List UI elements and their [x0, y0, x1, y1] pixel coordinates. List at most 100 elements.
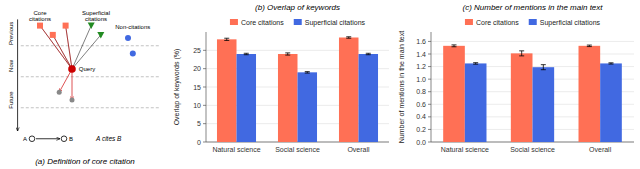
group-label: Core — [33, 10, 47, 16]
plot-area — [443, 45, 622, 142]
error-cap — [366, 54, 371, 55]
y-axis — [431, 32, 432, 142]
group-label: citations — [29, 16, 51, 22]
error-bar — [366, 53, 371, 54]
legend-node — [61, 136, 67, 142]
tick-label: 25 — [193, 47, 201, 54]
error-cap — [608, 62, 613, 63]
error-cap — [285, 55, 290, 56]
legend-arrow — [36, 138, 60, 139]
error-cap — [541, 69, 546, 70]
bar — [443, 46, 465, 142]
future-node — [70, 98, 75, 103]
superficial-node — [88, 23, 95, 30]
tick-mark — [428, 116, 431, 117]
citation-arrow — [72, 35, 101, 69]
legend: Core citationsSuperficial citations — [465, 19, 601, 27]
node-label: A — [23, 136, 27, 142]
bar — [278, 54, 298, 142]
bar-chart: (b) Overlap of keywords0510152025Natural… — [173, 3, 390, 153]
group-label: Superficial — [82, 10, 110, 16]
y-axis-label: Overlap of keywords (%) — [173, 49, 181, 126]
error-bar — [224, 38, 229, 40]
legend-label: Superficial citations — [305, 19, 366, 27]
tick-mark — [203, 142, 206, 143]
tick-mark — [428, 129, 431, 130]
y-axis — [206, 32, 207, 142]
error-cap — [346, 36, 351, 37]
error-cap — [244, 53, 249, 54]
error-cap — [473, 64, 478, 65]
legend-caption: A cites B — [95, 135, 122, 142]
tick-label: 5 — [197, 120, 201, 127]
bar — [465, 63, 487, 142]
period-line — [21, 76, 160, 77]
core-node — [63, 23, 69, 29]
tick-label: 1.2 — [416, 63, 426, 70]
node-label: B — [69, 136, 73, 142]
noncitation-node — [125, 35, 131, 41]
time-label: Previous — [8, 22, 14, 45]
query-label: Query — [79, 66, 95, 72]
legend-label: Core citations — [476, 19, 519, 26]
core-node — [37, 23, 43, 29]
citation-arrow — [66, 26, 72, 69]
error-bar — [541, 65, 546, 70]
legend-swatch — [294, 19, 302, 25]
bar — [298, 72, 318, 142]
bar — [237, 54, 257, 142]
error-cap — [244, 54, 249, 55]
error-cap — [587, 46, 592, 47]
tick-mark — [203, 50, 206, 51]
category-label: Overall — [589, 146, 612, 153]
diagram: PreviousNowFutureQueryCorecitationsSuper… — [8, 10, 160, 166]
category-label: Overall — [347, 146, 370, 153]
tick-label: 1.4 — [416, 51, 426, 58]
error-bar — [519, 51, 524, 56]
legend-label: Core citations — [241, 19, 284, 26]
error-bar — [346, 37, 351, 38]
error-bar — [452, 45, 457, 47]
error-cap — [541, 64, 546, 65]
time-label: Future — [8, 91, 14, 109]
tick-label: 0.8 — [416, 88, 426, 95]
error-bar — [473, 63, 478, 65]
legend-swatch — [529, 19, 537, 25]
error-cap — [366, 53, 371, 54]
error-cap — [224, 38, 229, 39]
citation-arrow — [72, 69, 73, 100]
error-cap — [519, 50, 524, 51]
bar — [579, 46, 601, 142]
tick-mark — [428, 104, 431, 105]
chart-title: (a) Definition of core citation — [35, 157, 135, 166]
tick-label: 0.6 — [416, 101, 426, 108]
citation-arrow — [59, 69, 72, 92]
error-bar — [285, 53, 290, 55]
legend-node — [29, 136, 35, 142]
error-cap — [587, 45, 592, 46]
period-line — [21, 107, 160, 108]
tick-mark — [428, 54, 431, 55]
bar — [339, 38, 359, 143]
error-line — [521, 51, 522, 56]
noncitation-node — [130, 51, 136, 57]
tick-label: 0.0 — [416, 139, 426, 146]
error-cap — [285, 52, 290, 53]
superficial-node — [97, 32, 104, 39]
legend-swatch — [230, 19, 238, 25]
group-label: citations — [85, 16, 107, 22]
future-node — [57, 90, 62, 95]
tick-label: 0 — [197, 139, 201, 146]
tick-mark — [428, 79, 431, 80]
category-label: Social science — [275, 146, 320, 153]
bar-chart: (c) Number of mentions in the main text 0… — [398, 3, 635, 153]
bar — [600, 63, 622, 142]
tick-mark — [428, 66, 431, 67]
citation-arrow — [72, 26, 91, 69]
bar — [533, 67, 555, 142]
chart-title: (c) Number of mentions in the main text — [462, 3, 603, 12]
period-line — [21, 45, 160, 46]
figure: PreviousNowFutureQueryCorecitationsSuper… — [0, 0, 640, 169]
error-bar — [305, 72, 310, 73]
bar — [511, 53, 533, 142]
